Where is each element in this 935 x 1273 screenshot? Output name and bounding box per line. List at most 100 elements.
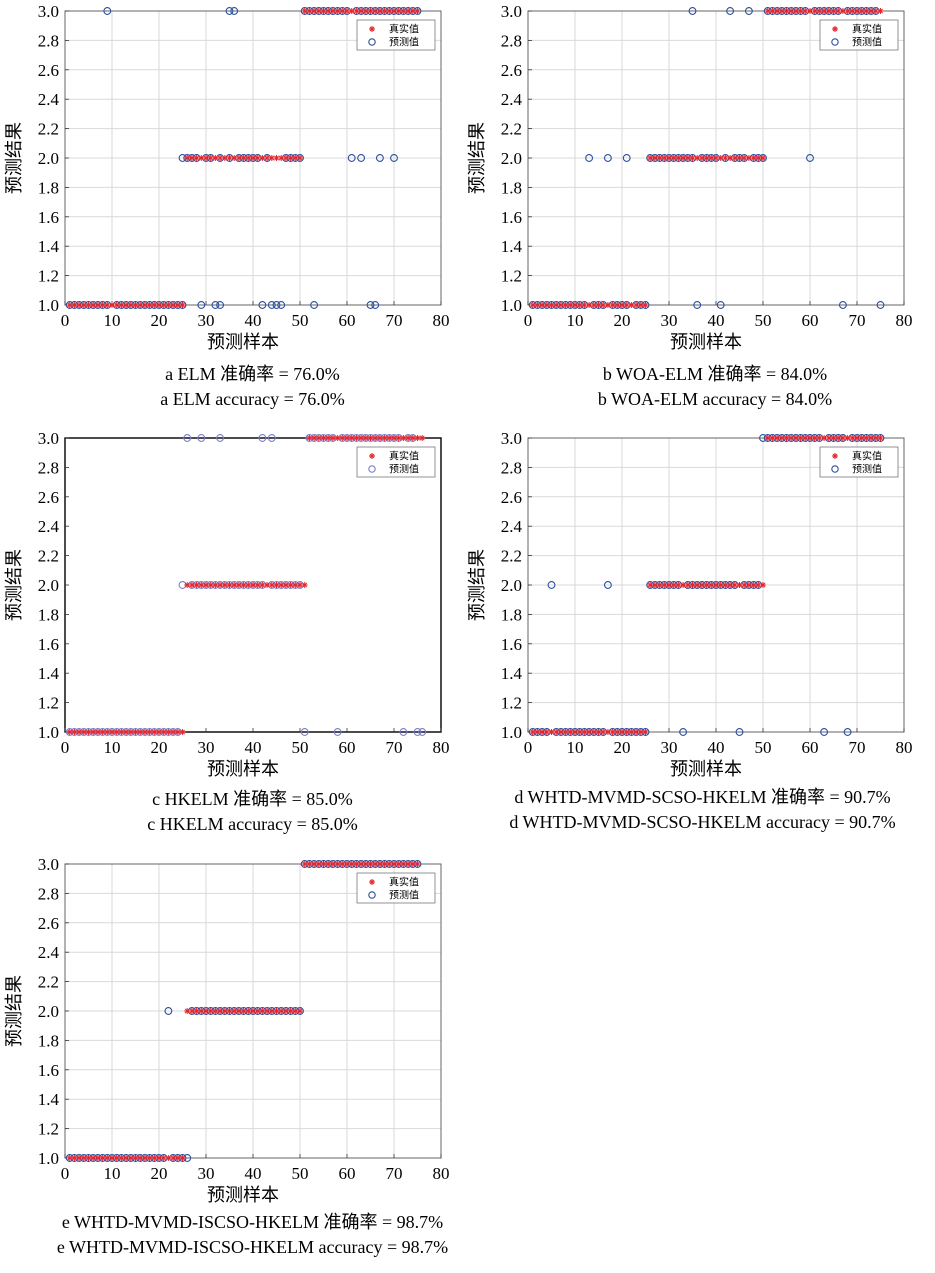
predicted-point <box>211 301 220 309</box>
caption-b: b WOA-ELM 准确率 = 84.0% b WOA-ELM accuracy… <box>527 362 903 412</box>
x-tick-label: 50 <box>292 311 309 330</box>
true-point <box>534 302 541 308</box>
true-point <box>386 435 393 441</box>
true-point <box>741 155 748 161</box>
y-tick-label: 2.2 <box>501 547 522 566</box>
true-point <box>268 1008 275 1014</box>
true-point <box>727 155 734 161</box>
y-tick-label: 2.8 <box>38 458 59 477</box>
predicted-point <box>838 301 847 309</box>
y-tick-label: 1.0 <box>38 296 59 315</box>
y-tick-label: 2.4 <box>501 90 523 109</box>
x-tick-label: 10 <box>104 311 121 330</box>
true-point <box>264 155 271 161</box>
x-tick-label: 80 <box>896 738 913 757</box>
legend-pred-marker <box>368 38 376 46</box>
y-tick-label: 1.2 <box>38 694 59 713</box>
true-point <box>362 8 369 14</box>
true-point <box>675 155 682 161</box>
x-axis-label: 预测样本 <box>207 759 279 780</box>
true-point <box>113 302 120 308</box>
predicted-point <box>547 581 556 589</box>
predicted-point <box>371 301 380 309</box>
x-tick-label: 0 <box>524 738 533 757</box>
true-point <box>226 1008 233 1014</box>
predicted-point <box>277 301 286 309</box>
y-tick-label: 2.6 <box>38 914 59 933</box>
predicted-point <box>820 728 829 736</box>
y-tick-label: 1.0 <box>501 723 522 742</box>
predicted-point <box>399 728 408 736</box>
true-point <box>642 302 649 308</box>
predicted-point <box>230 7 239 15</box>
predicted-point <box>197 434 206 442</box>
x-tick-label: 80 <box>896 311 913 330</box>
chart-panel-d: 0 10 20 30 40 50 60 70 80 1.0 1.2 1.4 1.6 1.8 2.0 2.2 2.… <box>463 427 923 789</box>
predicted-point <box>333 728 342 736</box>
true-point <box>769 8 776 14</box>
x-tick-label: 80 <box>433 1164 450 1183</box>
x-tick-label: 40 <box>245 1164 262 1183</box>
x-tick-label: 20 <box>151 311 168 330</box>
y-tick-label: 3.0 <box>38 2 59 21</box>
true-point <box>717 155 724 161</box>
true-point <box>179 1155 186 1161</box>
predicted-point <box>585 154 594 162</box>
true-point <box>868 8 875 14</box>
true-point <box>141 302 148 308</box>
y-tick-label: 1.4 <box>38 237 60 256</box>
y-tick-label: 2.0 <box>501 149 522 168</box>
x-tick-label: 30 <box>661 738 678 757</box>
legend-pred-label: 预测值 <box>389 36 419 49</box>
y-tick-label: 2.8 <box>38 884 59 903</box>
true-point <box>320 435 327 441</box>
true-point <box>297 155 303 161</box>
true-point <box>731 582 738 588</box>
true-point <box>698 155 705 161</box>
true-point <box>395 861 402 867</box>
true-point <box>99 729 106 735</box>
true-point <box>595 729 602 735</box>
true-point <box>109 302 115 308</box>
true-point <box>647 582 654 588</box>
true-point <box>329 8 336 14</box>
true-point <box>414 861 421 867</box>
chart-d-plot: 0 10 20 30 40 50 60 70 80 1.0 1.2 1.4 1.6 1.8 2.0 2.2 2.… <box>467 429 913 780</box>
true-point <box>203 582 209 588</box>
predicted-point <box>103 7 112 15</box>
y-tick-label: 2.6 <box>38 61 59 80</box>
true-point <box>132 729 139 735</box>
x-tick-label: 10 <box>567 738 584 757</box>
y-tick-label: 2.0 <box>38 1002 59 1021</box>
true-point <box>99 302 106 308</box>
caption-a: a ELM 准确率 = 76.0% a ELM accuracy = 76.0% <box>65 362 440 412</box>
true-point <box>165 1155 172 1161</box>
chart-panel-e: 0 10 20 30 40 50 60 70 80 1.0 1.2 1.4 1.6 1.8 2.0 2.2 2.… <box>0 853 460 1215</box>
predicted-point <box>272 301 281 309</box>
y-tick-label: 2.2 <box>38 973 59 992</box>
y-tick-label: 2.4 <box>501 517 523 536</box>
legend-pred-label: 预测值 <box>389 889 419 902</box>
true-point <box>273 1008 280 1014</box>
caption-c: c HKELM 准确率 = 85.0% c HKELM accuracy = 8… <box>65 787 440 837</box>
y-tick-label: 2.4 <box>38 943 60 962</box>
y-tick-label: 2.2 <box>501 120 522 139</box>
true-point <box>221 582 228 588</box>
legend-pred-marker <box>368 891 376 899</box>
true-point <box>80 729 87 735</box>
y-tick-label: 2.8 <box>501 458 522 477</box>
true-point <box>297 1008 303 1014</box>
y-tick-label: 2.6 <box>501 61 522 80</box>
x-axis-label: 预测样本 <box>670 759 742 780</box>
y-axis-label: 预测结果 <box>4 122 25 194</box>
true-point <box>405 435 412 441</box>
chart-panel-b: 0 10 20 30 40 50 60 70 80 1.0 1.2 1.4 1.6 1.8 2.0 2.2 2.… <box>463 0 923 362</box>
true-point <box>80 1155 87 1161</box>
true-point <box>872 8 879 14</box>
true-point <box>254 155 261 161</box>
true-point <box>376 435 383 441</box>
x-tick-label: 70 <box>386 738 403 757</box>
legend-pred-marker <box>368 465 376 473</box>
true-point <box>633 729 640 735</box>
y-tick-label: 2.0 <box>38 149 59 168</box>
